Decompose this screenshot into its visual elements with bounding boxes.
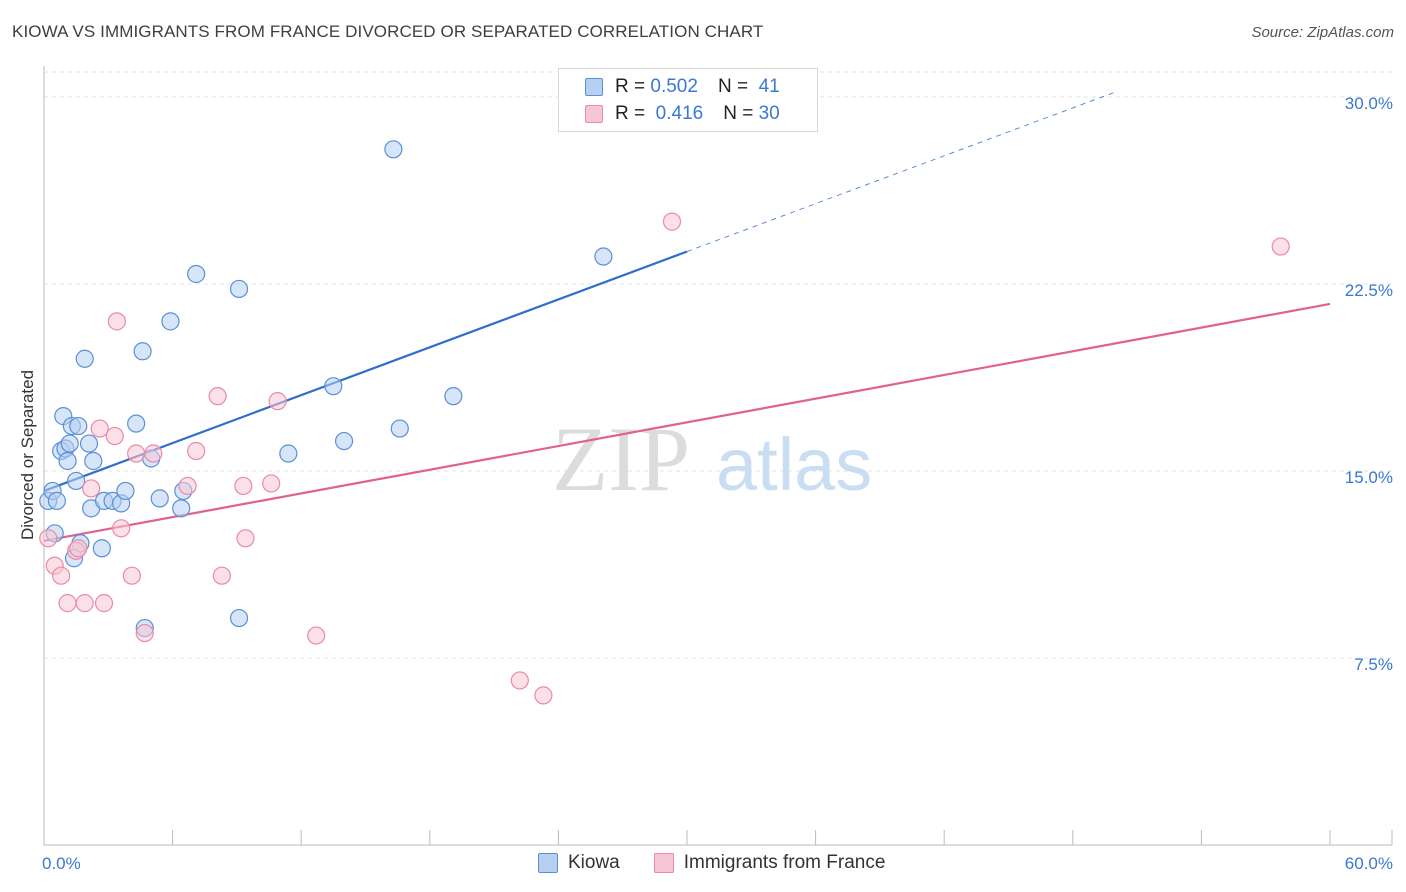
bottom-legend: Kiowa Immigrants from France [538, 852, 919, 874]
kiowa-point [444, 387, 463, 406]
france-trend-line [43, 302, 1331, 542]
kiowa-point [58, 451, 77, 471]
france-point [127, 444, 146, 463]
source-label: Source: ZipAtlas.com [1251, 24, 1394, 41]
france-point [58, 594, 77, 613]
bottom-legend-france: Immigrants from France [653, 852, 886, 874]
france-swatch [585, 105, 603, 123]
kiowa-point [324, 377, 343, 396]
kiowa-point [69, 416, 88, 436]
france-point [94, 594, 114, 613]
kiowa-point [127, 414, 146, 433]
bottom-legend-label: Kiowa [568, 852, 620, 873]
bottom-legend-label: Immigrants from France [683, 852, 886, 873]
kiowa-point [92, 539, 111, 558]
kiowa-point [172, 499, 191, 518]
y-tick-label: 30.0% [1345, 94, 1393, 113]
legend-r-label: R = [615, 76, 646, 97]
kiowa-point [84, 451, 103, 471]
x-tick-label: 0.0% [42, 854, 81, 873]
france-point [135, 623, 154, 643]
grid-lines [44, 71, 1392, 659]
kiowa-trend-extension [686, 91, 1116, 253]
kiowa-point [279, 444, 298, 463]
france-point [122, 566, 141, 585]
france-point [39, 529, 58, 548]
france-point [144, 444, 163, 463]
kiowa-point [150, 489, 169, 508]
france-point [112, 519, 131, 538]
france-point [178, 476, 197, 496]
legend-n-label: N = [723, 103, 754, 124]
france-point [307, 626, 326, 645]
france-point [234, 476, 253, 496]
france-point [208, 387, 227, 406]
france-point [1271, 237, 1290, 256]
france-point [187, 441, 206, 461]
france-swatch [653, 853, 674, 873]
kiowa-point [229, 608, 249, 628]
kiowa-point [594, 247, 613, 266]
france-point [236, 529, 255, 548]
y-tick-label: 15.0% [1345, 468, 1393, 487]
legend-n-value: 41 [758, 76, 780, 97]
kiowa-point [67, 471, 86, 491]
kiowa-point [75, 349, 94, 368]
france-point [510, 671, 529, 690]
y-tick-label: 7.5% [1354, 655, 1393, 674]
kiowa-point [187, 264, 206, 284]
france-point [82, 479, 101, 498]
legend-n-label: N = [717, 76, 749, 97]
legend-r-value: 0.416 [655, 103, 704, 124]
legend-row-france: R = 0.416 N = 30 [585, 103, 780, 125]
chart-title: KIOWA VS IMMIGRANTS FROM FRANCE DIVORCED… [12, 22, 764, 41]
france-point [69, 539, 88, 558]
france-point [75, 594, 94, 613]
data-points [39, 140, 1290, 705]
watermark-atlas: atlas [716, 423, 872, 506]
legend-row-kiowa: R = 0.502 N = 41 [585, 76, 780, 98]
france-point [662, 212, 682, 231]
legend-r-label: R = [615, 103, 646, 124]
tick-labels: 7.5% 15.0% 22.5% 30.0% 0.0% 60.0% [42, 94, 1393, 873]
france-point [105, 426, 124, 446]
bottom-legend-kiowa: Kiowa [538, 852, 620, 874]
france-point [107, 312, 126, 331]
kiowa-point [116, 481, 135, 501]
axes [43, 66, 1393, 846]
kiowa-point [133, 342, 152, 361]
france-point [262, 474, 281, 493]
x-tick-label: 60.0% [1345, 854, 1393, 873]
kiowa-point [390, 419, 409, 438]
watermark-zip: ZIP [552, 408, 690, 510]
kiowa-point [334, 431, 354, 451]
france-point [534, 686, 553, 705]
legend-n-value: 30 [758, 103, 780, 124]
france-point [268, 392, 287, 411]
legend-r-value: 0.502 [650, 76, 698, 97]
france-point [212, 566, 231, 585]
kiowa-swatch [538, 853, 558, 873]
france-point [52, 566, 71, 585]
kiowa-point [47, 491, 66, 510]
kiowa-point [229, 279, 249, 299]
watermark: ZIP atlas [552, 408, 872, 510]
y-tick-label: 22.5% [1345, 281, 1393, 300]
kiowa-point [161, 312, 180, 331]
legend: R = 0.502 N = 41 R = 0.416 N = 30 [558, 68, 818, 132]
france-point [90, 419, 109, 438]
kiowa-point [60, 434, 79, 453]
kiowa-point [79, 434, 99, 453]
kiowa-point [384, 140, 403, 159]
kiowa-swatch [585, 78, 603, 96]
